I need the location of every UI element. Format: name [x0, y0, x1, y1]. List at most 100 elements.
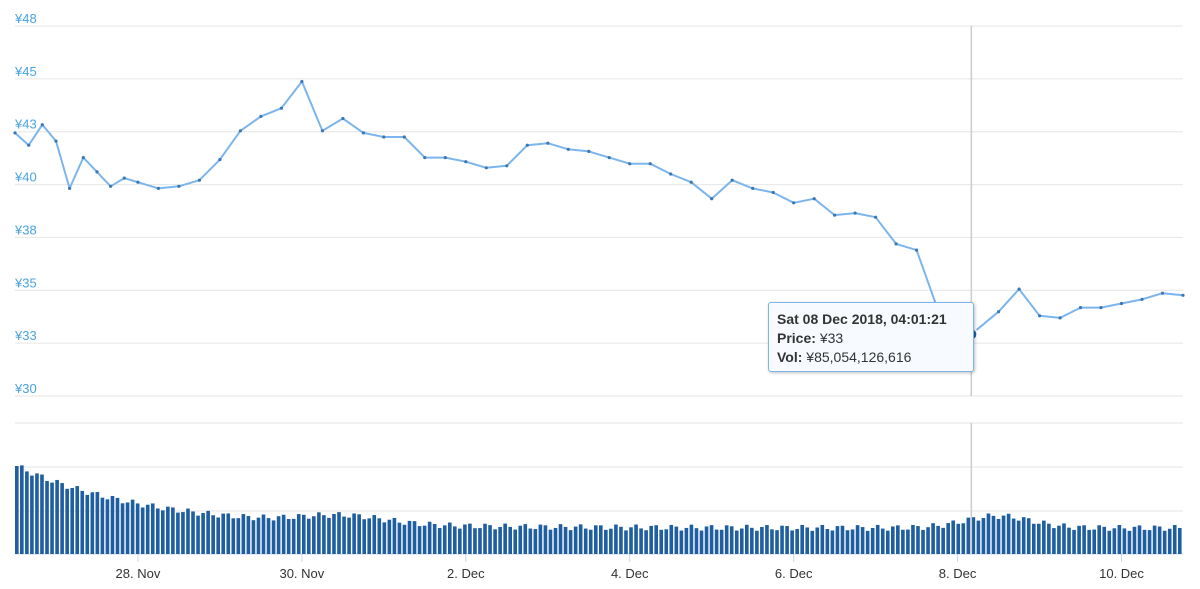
price-point[interactable]	[915, 248, 919, 252]
volume-bar	[785, 526, 789, 554]
price-point[interactable]	[833, 213, 837, 217]
price-point[interactable]	[68, 186, 72, 190]
volume-bar	[513, 529, 518, 554]
volume-bar	[639, 528, 643, 554]
volume-bar	[750, 527, 754, 554]
price-point[interactable]	[1017, 287, 1021, 291]
price-point[interactable]	[361, 131, 365, 135]
x-tick-label: 6. Dec	[775, 566, 813, 581]
volume-bar	[442, 525, 447, 554]
price-point[interactable]	[464, 160, 468, 164]
price-point[interactable]	[812, 197, 816, 201]
volume-bar	[634, 524, 638, 554]
price-point[interactable]	[341, 116, 345, 121]
volume-bar	[684, 527, 689, 554]
price-point[interactable]	[792, 201, 796, 205]
price-point[interactable]	[197, 178, 201, 182]
price-point[interactable]	[894, 242, 898, 246]
price-point[interactable]	[382, 135, 386, 139]
volume-bar	[145, 504, 150, 554]
volume-bar	[196, 515, 200, 554]
price-point[interactable]	[136, 180, 140, 184]
price-point[interactable]	[997, 310, 1001, 314]
volume-bar	[20, 465, 24, 554]
price-point[interactable]	[1038, 314, 1042, 318]
price-point[interactable]	[751, 186, 755, 190]
volume-bar	[1112, 528, 1117, 554]
price-point[interactable]	[1078, 306, 1083, 310]
price-point[interactable]	[300, 79, 304, 84]
price-point[interactable]	[484, 166, 488, 170]
volume-bar	[745, 524, 749, 554]
price-point[interactable]	[628, 162, 632, 166]
volume-bar	[604, 529, 608, 554]
price-point[interactable]	[689, 180, 693, 184]
price-point[interactable]	[1140, 297, 1144, 301]
price-point[interactable]	[1099, 306, 1103, 310]
price-point[interactable]	[1181, 293, 1185, 297]
volume-bar	[649, 525, 653, 554]
price-point[interactable]	[566, 147, 570, 151]
volume-bar	[1072, 529, 1076, 554]
volume-bar	[30, 475, 34, 554]
price-point[interactable]	[109, 184, 113, 188]
price-point[interactable]	[54, 139, 58, 143]
price-point[interactable]	[402, 135, 406, 139]
volume-bar	[976, 520, 981, 554]
price-point[interactable]	[218, 158, 222, 162]
price-point[interactable]	[1160, 291, 1165, 295]
volume-bar	[1167, 528, 1172, 554]
price-point[interactable]	[771, 190, 775, 195]
price-point[interactable]	[423, 156, 427, 160]
price-point[interactable]	[443, 156, 447, 160]
volume-bar	[765, 525, 769, 554]
price-point[interactable]	[505, 164, 509, 168]
price-point[interactable]	[13, 131, 17, 135]
price-point[interactable]	[40, 123, 44, 127]
volume-bar	[1006, 513, 1011, 554]
volume-bar	[266, 518, 271, 554]
volume-bar	[699, 530, 704, 554]
price-point[interactable]	[95, 170, 99, 174]
price-point[interactable]	[177, 184, 181, 188]
volume-bar	[1021, 517, 1026, 554]
volume-bar	[941, 527, 945, 554]
price-point[interactable]	[853, 211, 857, 215]
volume-bar	[891, 526, 895, 554]
price-point[interactable]	[669, 172, 673, 176]
volume-bar	[921, 529, 925, 554]
volume-bar	[1132, 526, 1137, 554]
price-point[interactable]	[710, 197, 714, 201]
price-point[interactable]	[238, 129, 242, 133]
volume-bar	[473, 528, 477, 554]
volume-bar	[669, 524, 674, 554]
price-point[interactable]	[546, 141, 550, 145]
price-point[interactable]	[1119, 301, 1124, 306]
volume-bar	[40, 474, 44, 554]
volume-bar	[795, 529, 799, 554]
volume-bar	[654, 525, 658, 554]
price-point[interactable]	[81, 156, 85, 160]
price-point[interactable]	[874, 215, 878, 219]
volume-bar	[176, 512, 180, 554]
price-point[interactable]	[122, 176, 126, 180]
price-point[interactable]	[730, 178, 734, 182]
volume-bar	[211, 515, 215, 554]
price-point[interactable]	[320, 129, 324, 133]
price-point[interactable]	[1058, 316, 1062, 320]
price-point[interactable]	[27, 143, 31, 147]
price-point[interactable]	[259, 114, 263, 118]
price-point[interactable]	[279, 106, 283, 110]
price-point[interactable]	[607, 156, 611, 160]
price-line	[14, 80, 1184, 336]
price-point[interactable]	[525, 143, 529, 147]
volume-bar	[679, 530, 684, 554]
y-tick-label: ¥45	[14, 64, 37, 79]
volume-bar	[1016, 520, 1021, 554]
y-tick-label: ¥35	[14, 275, 37, 290]
x-tick-label: 30. Nov	[279, 566, 324, 581]
price-point[interactable]	[156, 186, 160, 190]
price-point[interactable]	[648, 162, 652, 166]
price-point[interactable]	[587, 149, 591, 153]
